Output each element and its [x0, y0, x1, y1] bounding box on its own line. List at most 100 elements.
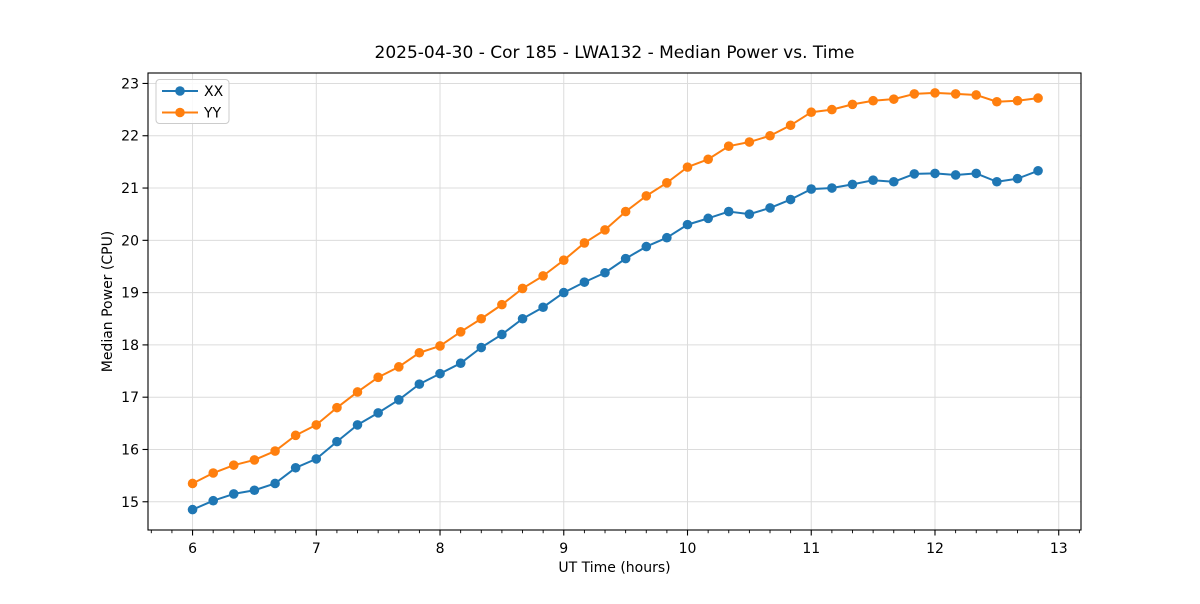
series-marker-YY: [744, 137, 755, 147]
axes-frame: [147, 72, 1082, 531]
series-marker-XX: [1012, 173, 1023, 184]
series-marker-XX: [558, 287, 569, 298]
series-marker-XX: [847, 179, 858, 190]
series-marker-YY: [785, 120, 796, 131]
series-marker-XX: [517, 313, 528, 324]
series-marker-XX: [662, 232, 672, 243]
y-tick-label: 17: [121, 390, 139, 406]
series-marker-YY: [703, 154, 713, 165]
legend-marker-YY: [175, 107, 185, 118]
series-marker-YY: [723, 141, 734, 152]
series-marker-YY: [971, 90, 981, 100]
series-marker-XX: [785, 194, 796, 205]
series-marker-XX: [332, 436, 342, 447]
series-marker-XX: [600, 267, 610, 278]
series-marker-YY: [847, 99, 858, 110]
series-marker-YY: [311, 420, 322, 430]
series-marker-YY: [435, 341, 445, 351]
series-marker-YY: [187, 478, 198, 489]
series-marker-XX: [187, 504, 198, 515]
series-marker-YY: [888, 94, 899, 104]
y-tick-label: 21: [121, 181, 139, 197]
series-marker-XX: [971, 168, 981, 179]
x-tick-label: 9: [559, 541, 568, 557]
series-marker-YY: [806, 107, 817, 118]
series-marker-YY: [909, 89, 920, 99]
series-marker-YY: [1033, 93, 1043, 103]
series-marker-YY: [249, 455, 260, 465]
series-marker-YY: [558, 255, 569, 265]
x-tick-label: 12: [926, 541, 944, 557]
series-marker-XX: [352, 420, 363, 430]
series-marker-XX: [992, 176, 1002, 187]
series-marker-YY: [373, 372, 383, 383]
legend-label-YY: YY: [203, 106, 222, 122]
series-marker-XX: [228, 489, 239, 499]
series-marker-XX: [1033, 165, 1043, 176]
series-marker-YY: [641, 191, 652, 201]
series-marker-YY: [517, 283, 528, 294]
x-tick-label: 13: [1050, 541, 1068, 557]
series-marker-XX: [827, 183, 837, 193]
series-marker-XX: [249, 485, 260, 496]
series-marker-XX: [290, 462, 301, 473]
y-tick-label: 22: [121, 129, 139, 145]
series-marker-YY: [765, 130, 775, 141]
series-marker-XX: [373, 408, 383, 418]
series-marker-XX: [682, 219, 693, 230]
y-axis-label: Median Power (CPU): [100, 231, 116, 373]
series-marker-XX: [435, 368, 445, 379]
series-marker-XX: [888, 176, 899, 187]
series-marker-XX: [476, 342, 487, 353]
series-marker-XX: [868, 175, 878, 185]
y-tick-label: 23: [121, 76, 139, 92]
y-tick-label: 19: [121, 286, 139, 302]
series-marker-XX: [930, 168, 940, 179]
series-marker-XX: [620, 253, 631, 264]
series-marker-XX: [208, 495, 219, 506]
series-marker-YY: [620, 206, 631, 217]
series-marker-YY: [1012, 95, 1023, 106]
series-marker-YY: [600, 225, 610, 235]
series-marker-XX: [455, 358, 466, 369]
series-marker-XX: [909, 169, 920, 179]
series-marker-YY: [992, 96, 1002, 107]
series-marker-YY: [868, 95, 878, 106]
x-tick-label: 11: [802, 541, 820, 557]
x-axis-label: UT Time (hours): [558, 560, 670, 576]
series-marker-YY: [497, 299, 507, 310]
y-tick-label: 15: [121, 495, 139, 511]
series-marker-XX: [414, 379, 425, 389]
series-marker-XX: [723, 206, 734, 217]
series-marker-YY: [332, 402, 342, 413]
series-marker-YY: [662, 178, 672, 188]
series-marker-YY: [476, 313, 487, 324]
x-tick-label: 7: [312, 541, 321, 557]
series-marker-XX: [765, 203, 775, 213]
series-marker-XX: [394, 395, 404, 405]
series-marker-XX: [311, 454, 322, 464]
y-tick-label: 18: [121, 338, 139, 354]
x-tick-label: 10: [679, 541, 697, 557]
series-marker-XX: [806, 184, 817, 194]
series-marker-YY: [414, 347, 425, 358]
series-marker-YY: [270, 446, 280, 456]
series-marker-YY: [228, 460, 239, 470]
series-marker-YY: [394, 362, 404, 372]
legend-marker-XX: [175, 86, 185, 96]
series-marker-YY: [290, 430, 301, 441]
series-marker-XX: [703, 213, 713, 224]
series-marker-XX: [641, 241, 652, 252]
series-marker-YY: [538, 271, 548, 281]
series-marker-XX: [538, 302, 548, 313]
series-marker-YY: [682, 162, 693, 172]
series-marker-YY: [352, 387, 363, 397]
series-marker-YY: [930, 88, 940, 98]
series-marker-YY: [950, 89, 961, 99]
series-marker-XX: [497, 329, 507, 340]
legend-label-XX: XX: [204, 84, 224, 100]
x-tick-label: 8: [436, 541, 445, 557]
series-marker-XX: [950, 170, 961, 180]
